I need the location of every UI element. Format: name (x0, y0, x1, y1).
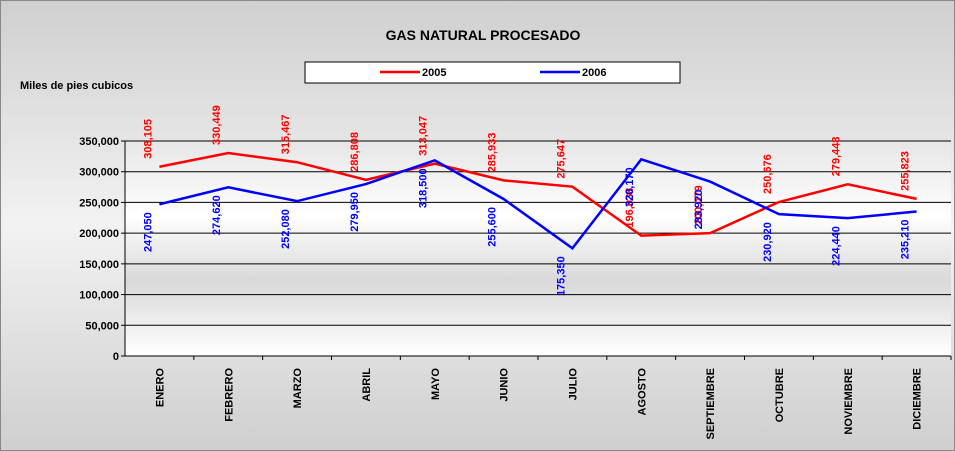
data-label: 315,467 (280, 114, 292, 154)
legend-label: 2006 (582, 67, 606, 79)
x-tick-label: OCTUBRE (774, 368, 786, 422)
x-tick-label: ABRIL (361, 368, 373, 402)
y-tick-label: 0 (113, 351, 119, 363)
data-label: 283,920 (693, 190, 705, 230)
data-label: 279,448 (831, 137, 843, 177)
x-tick-label: FEBRERO (223, 368, 235, 422)
x-tick-label: JULIO (567, 368, 579, 401)
data-label: 285,933 (487, 133, 499, 173)
data-label: 235,210 (900, 220, 912, 260)
x-tick-label: MARZO (292, 368, 304, 409)
data-label: 247,050 (142, 212, 154, 252)
x-tick-label: ENERO (154, 368, 166, 408)
y-tick-label: 50,000 (85, 320, 119, 332)
data-label: 250,676 (762, 154, 774, 194)
data-label: 313,047 (418, 116, 430, 156)
y-axis-label: Miles de pies cubicos (20, 80, 133, 92)
x-tick-label: DICIEMBRE (912, 368, 924, 430)
x-tick-label: JUNIO (499, 368, 511, 402)
data-label: 279,950 (349, 192, 361, 232)
data-label: 200,079 (693, 185, 705, 225)
chart-title: GAS NATURAL PROCESADO (386, 27, 581, 43)
data-label: 255,823 (900, 151, 912, 191)
data-label: 196,038 (624, 188, 636, 228)
data-label: 330,449 (211, 105, 223, 145)
x-tick-label: SEPTIEMBRE (705, 368, 717, 440)
y-tick-label: 300,000 (79, 167, 119, 179)
data-label: 230,920 (762, 222, 774, 262)
series-line (159, 151, 917, 237)
data-label: 308,105 (142, 119, 154, 159)
x-tick-label: NOVIEMBRE (843, 368, 855, 435)
data-label: 175,350 (555, 256, 567, 296)
y-tick-label: 100,000 (79, 290, 119, 302)
data-label: 318,500 (418, 168, 430, 208)
data-label: 255,600 (487, 207, 499, 247)
y-tick-label: 200,000 (79, 228, 119, 240)
data-label: 286,808 (349, 132, 361, 172)
y-tick-label: 250,000 (79, 197, 119, 209)
data-label: 252,080 (280, 209, 292, 249)
series-line (159, 157, 917, 251)
data-label: 275,647 (555, 139, 567, 179)
x-tick-label: MAYO (430, 368, 442, 400)
plot-area (125, 141, 951, 356)
data-label: 224,440 (831, 226, 843, 266)
y-tick-label: 350,000 (79, 136, 119, 148)
data-label: 274,620 (211, 195, 223, 235)
y-tick-label: 150,000 (79, 259, 119, 271)
legend (304, 61, 681, 84)
legend-label: 2005 (422, 67, 446, 79)
x-tick-label: AGOSTO (636, 368, 648, 416)
data-label: 320,170 (624, 167, 636, 207)
